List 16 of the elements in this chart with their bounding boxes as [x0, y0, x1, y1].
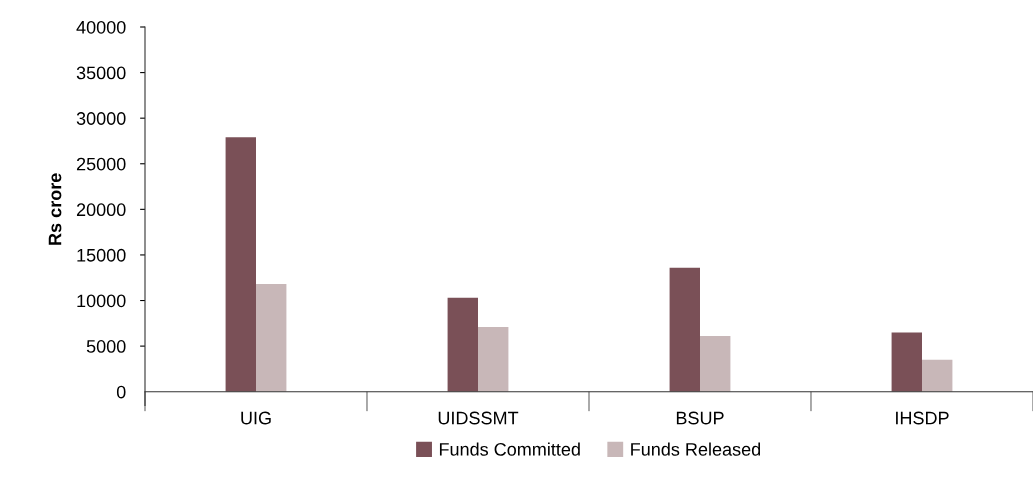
- y-tick-label: 5000: [86, 340, 126, 353]
- y-tick-label: 40000: [76, 20, 126, 34]
- y-tick-label: 20000: [76, 203, 126, 217]
- y-tick-label: 15000: [77, 248, 126, 262]
- y-tick-label: 25000: [76, 157, 126, 171]
- y-axis-title: Rs crore: [48, 173, 62, 245]
- y-tick-label: 35000: [76, 66, 126, 80]
- y-tick-label: 0: [116, 385, 126, 399]
- legend-label: Funds Released: [631, 442, 761, 456]
- x-tick-label: UIG: [241, 411, 271, 425]
- x-tick-label: UIDSSMT: [438, 411, 519, 425]
- x-tick-label: IHSDP: [896, 411, 949, 425]
- x-tick-label: BSUP: [676, 411, 724, 425]
- y-tick-label: 30000: [76, 112, 126, 125]
- legend-label: Funds Committed: [439, 442, 580, 456]
- y-tick-label: 10000: [77, 294, 126, 308]
